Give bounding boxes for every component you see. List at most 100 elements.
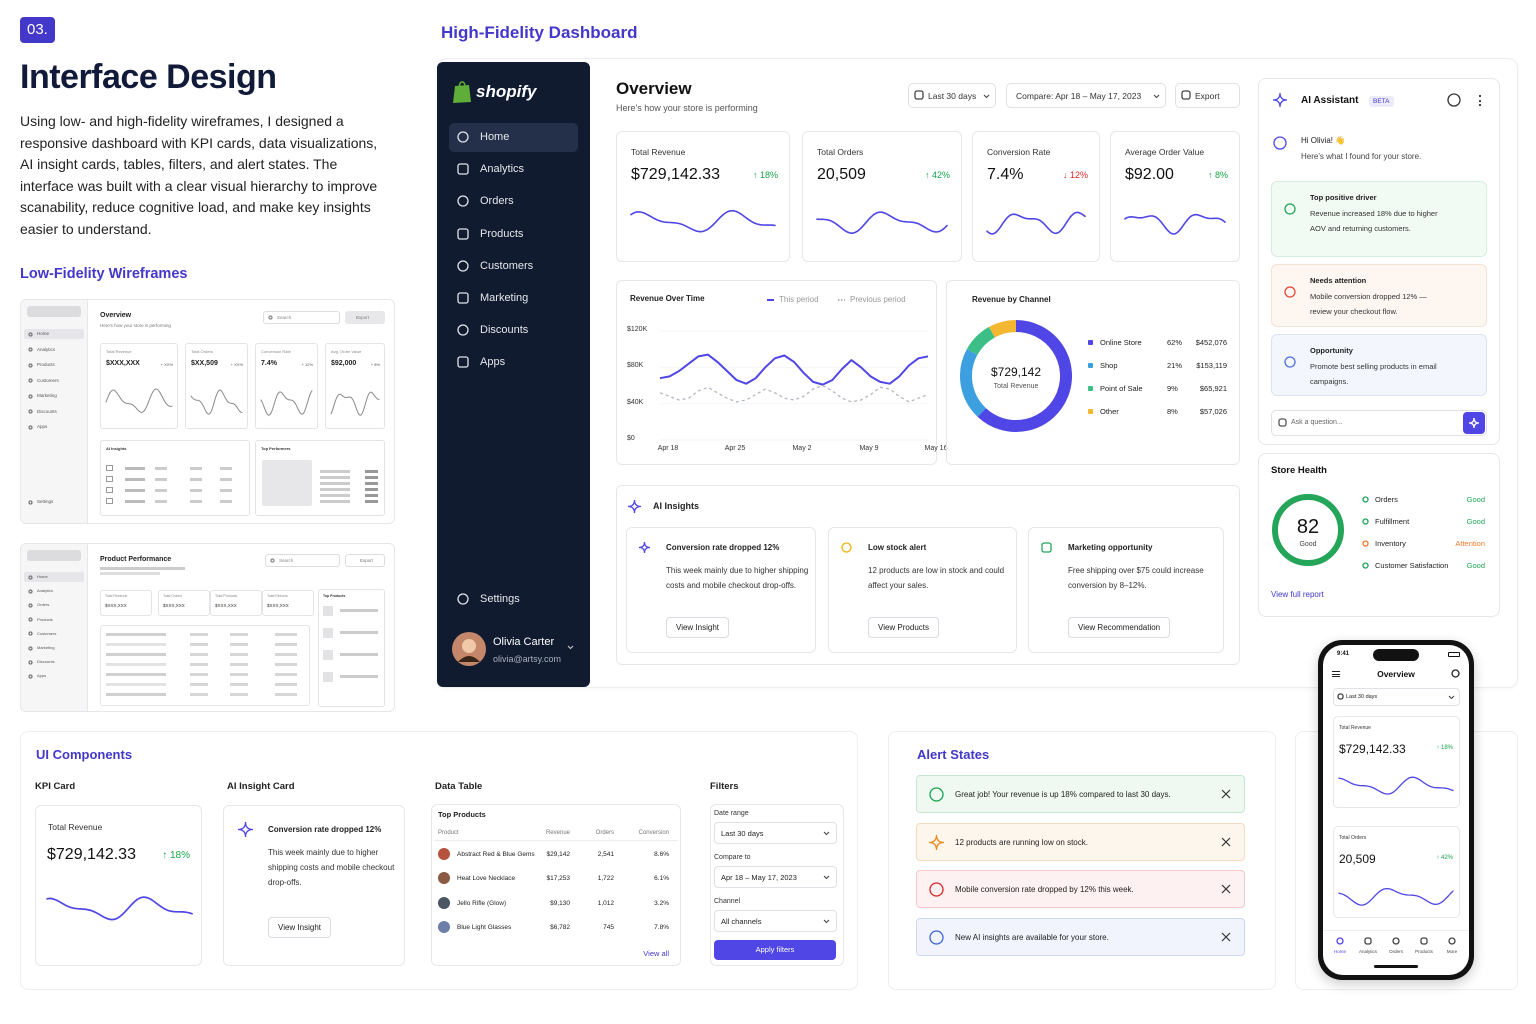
wf-bar (190, 693, 208, 696)
icon (457, 227, 469, 240)
assistant-input[interactable] (1271, 410, 1487, 436)
icon (1284, 356, 1296, 368)
phone-tab[interactable]: Home (1333, 949, 1347, 954)
chevron (1153, 94, 1160, 99)
sparkline (1124, 213, 1226, 235)
nav-item[interactable]: Products (480, 227, 524, 240)
insight-button[interactable]: View Insight (268, 917, 331, 938)
filter-select[interactable] (714, 822, 837, 844)
description: Using low- and high-fidelity wireframes,… (20, 113, 378, 237)
health-link[interactable]: View full report (1271, 590, 1324, 599)
wf-bar (190, 653, 208, 656)
nav-item[interactable]: Orders (480, 195, 514, 208)
icon (28, 378, 33, 383)
phone-tab[interactable]: Products (1415, 949, 1433, 954)
nav-item[interactable]: Analytics (480, 163, 525, 176)
wf-bar (275, 643, 297, 646)
chevron-path (567, 645, 574, 650)
icon-shape (28, 499, 33, 505)
chevron (1448, 695, 1455, 700)
wf-kpi-card (185, 343, 248, 429)
assistant-greeting: Hi Olivia! 👋 (1301, 136, 1346, 145)
nav-item[interactable]: Settings (480, 593, 520, 605)
sparkline-path (190, 389, 243, 415)
icon (914, 90, 924, 100)
legend-swatch (838, 299, 845, 301)
chevron (823, 875, 830, 880)
logo-bag (453, 85, 471, 103)
icon (28, 362, 33, 368)
sparkline-path (986, 211, 1086, 235)
phone-tab[interactable]: Analytics (1358, 949, 1378, 954)
logo-icon (453, 81, 471, 103)
phone-tab[interactable]: More (1446, 949, 1458, 954)
insight-button[interactable]: View Products (868, 617, 939, 638)
icon (1448, 937, 1456, 945)
icon-shape (1284, 203, 1296, 215)
wf-kpi-label: Conversion Rate (261, 349, 291, 354)
wf-nav-item: Discounts (37, 408, 57, 414)
wf-bar (365, 500, 378, 503)
sparkline (986, 211, 1086, 235)
wf-nav-item: Settings (37, 499, 54, 504)
apply-button[interactable] (714, 940, 836, 960)
phone-filter[interactable] (1333, 688, 1460, 706)
table-link[interactable]: View all (643, 949, 669, 958)
close-path (1221, 932, 1231, 942)
phone-tab[interactable]: Orders (1389, 949, 1403, 954)
icon-shape (1272, 92, 1288, 108)
wf-bar (230, 653, 248, 656)
wf-image (262, 460, 312, 506)
filter-select[interactable] (714, 866, 837, 888)
insight-text: This week mainly due to higher shipping … (268, 848, 395, 887)
sparkline-path (1124, 213, 1226, 235)
icon (28, 409, 33, 414)
wf-kpi-card (210, 590, 262, 616)
icon-shape (28, 645, 33, 651)
wf-bar (320, 476, 350, 479)
phone-title: Overview (1377, 669, 1415, 679)
filter-select[interactable] (714, 910, 837, 932)
wf-thumb (323, 606, 333, 616)
wf-bar (190, 633, 208, 636)
wf-kpi-value: $XXX,XXX (215, 603, 237, 608)
avatar (452, 632, 486, 666)
kpi-label: Total Orders (817, 147, 864, 157)
wf-bar (106, 673, 166, 676)
wf-kpi-change: + 8% (370, 362, 380, 367)
apply-button-text[interactable]: Apply filters (755, 945, 795, 954)
kpi-change: ↑ 18% (162, 850, 190, 861)
donut-center-value: $729,142 (990, 365, 1042, 379)
filter-value: Last 30 days (721, 829, 764, 838)
wf-nav-item: Products (37, 362, 55, 367)
kpi-value: $92.00 (1125, 166, 1174, 183)
wf-export (345, 554, 385, 567)
nav-item[interactable]: Marketing (480, 292, 529, 304)
table-cell: 2,541 (597, 851, 614, 858)
icon-shape (1278, 418, 1287, 427)
wf-bar (125, 478, 145, 481)
nav-item[interactable]: Customers (480, 259, 534, 272)
logo-handle (458, 81, 466, 88)
filter-button[interactable] (1006, 83, 1166, 108)
filter-button[interactable] (1175, 83, 1240, 108)
icon-shape (457, 356, 469, 369)
chart-card (946, 280, 1240, 465)
table-cell: $29,142 (546, 851, 571, 858)
nav-item[interactable]: Home (480, 131, 510, 143)
send-button[interactable] (1463, 412, 1485, 434)
wf-export (345, 311, 385, 324)
insight-button[interactable]: View Recommendation (1068, 617, 1171, 638)
nav-item[interactable]: Apps (480, 356, 506, 369)
insight-button[interactable]: View Insight (666, 617, 729, 638)
legend-dot (1088, 409, 1093, 414)
wf-bar (365, 488, 378, 491)
insights-card (616, 485, 1240, 665)
assistant-input-placeholder: Ask a question... (1291, 419, 1343, 426)
nav-item[interactable]: Discounts (480, 324, 529, 337)
wf-kpi-card (100, 590, 152, 616)
wf-kpi-label: Total Returns (267, 594, 288, 598)
legend-label: This period (779, 295, 819, 304)
wf-bar (220, 478, 232, 481)
icon (237, 821, 254, 838)
